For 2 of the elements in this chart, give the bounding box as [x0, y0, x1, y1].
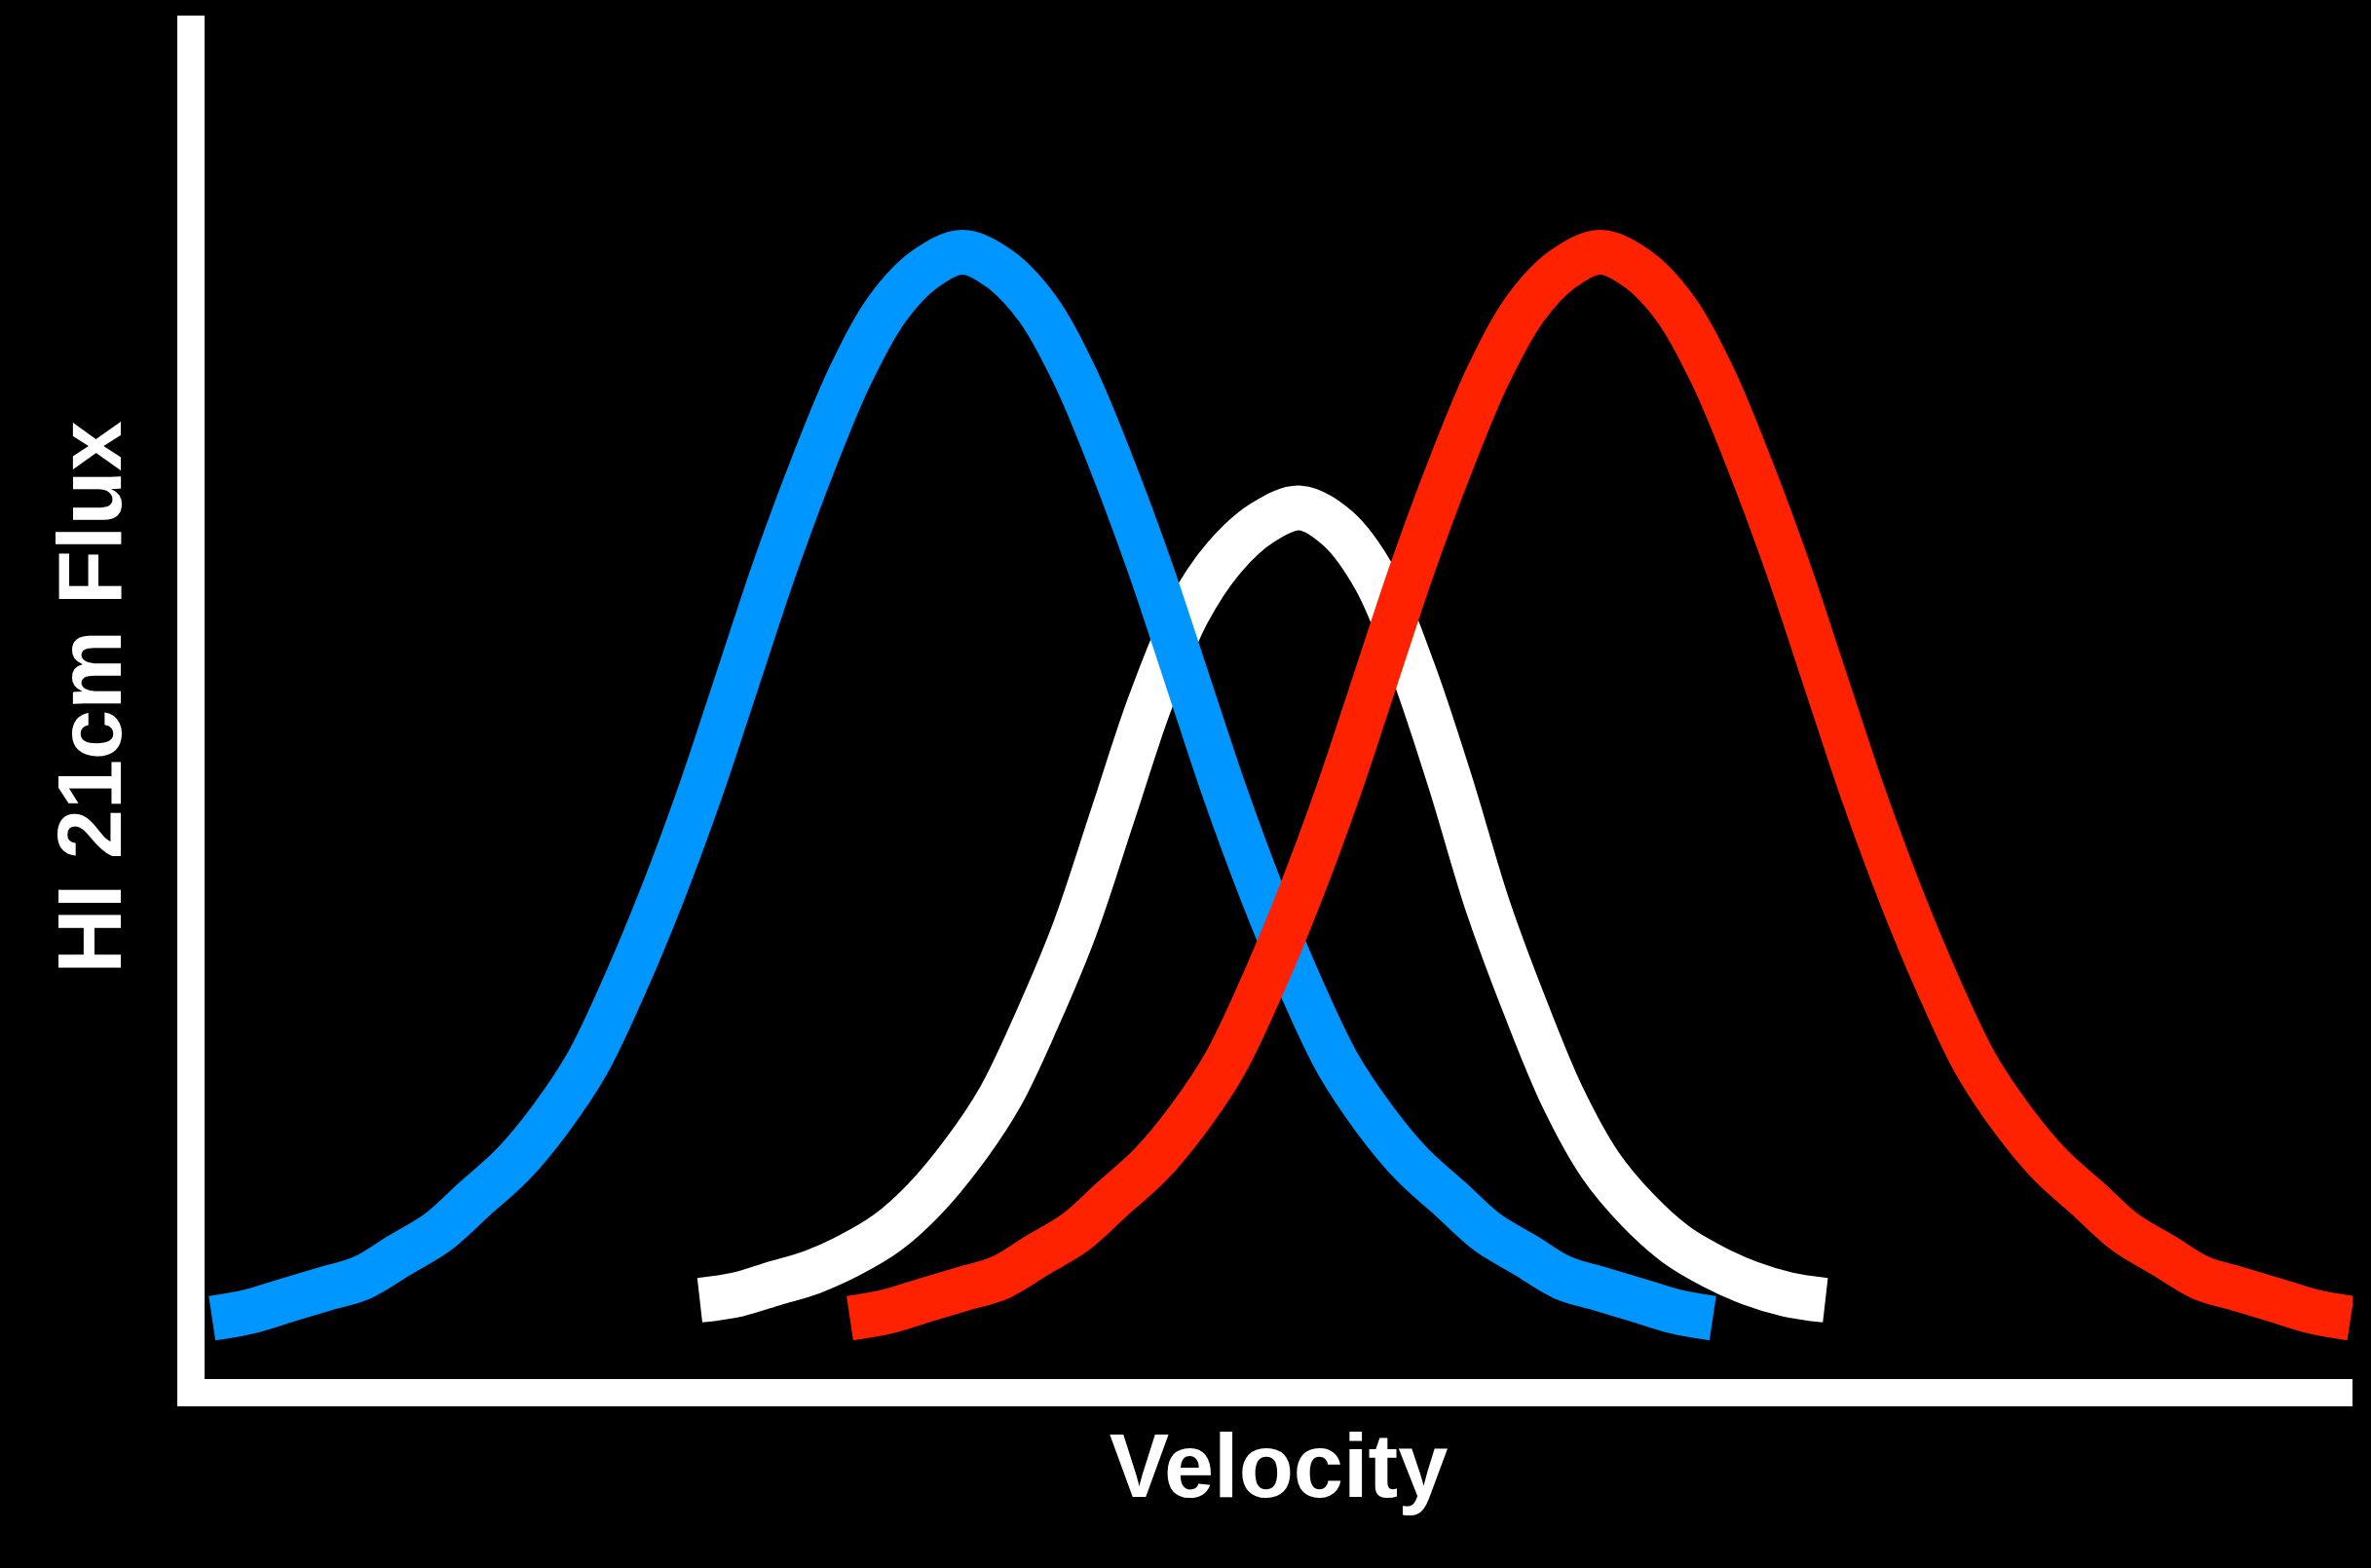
y-axis-title: HI 21cm Flux — [39, 421, 139, 974]
x-axis-title: Velocity — [1109, 1415, 1449, 1515]
